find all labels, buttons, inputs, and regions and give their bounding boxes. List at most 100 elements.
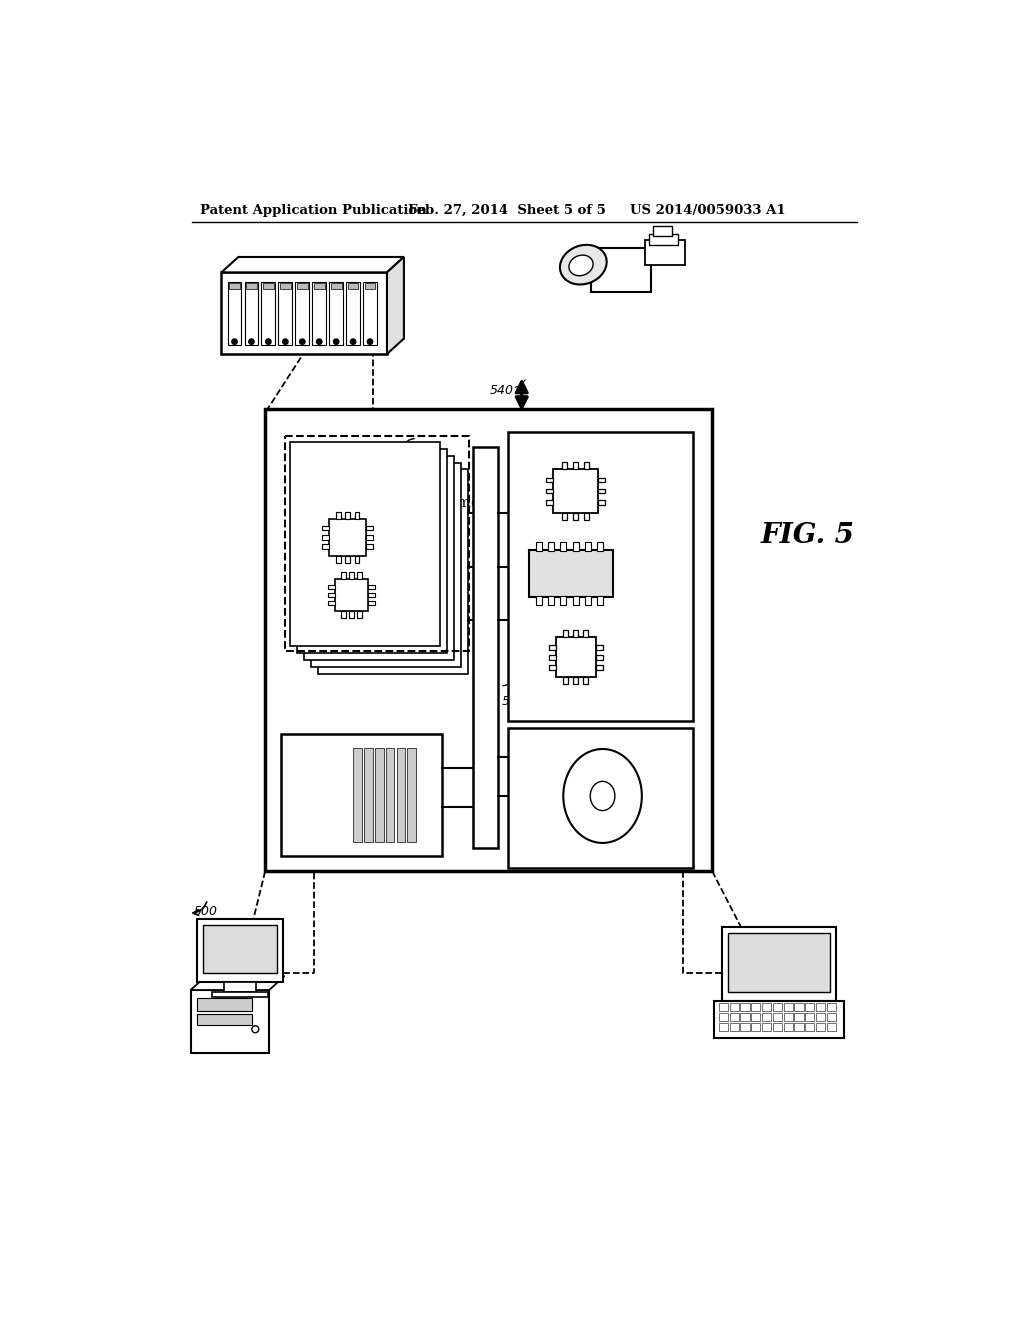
Bar (368, 601, 375, 606)
Text: 540: 540 (490, 384, 514, 397)
Bar (345, 512, 350, 519)
Bar (562, 513, 566, 520)
Bar (353, 748, 361, 842)
Bar (752, 1014, 761, 1020)
Bar (722, 927, 836, 1001)
Bar (762, 1014, 771, 1020)
Bar (317, 470, 468, 673)
Bar (203, 925, 276, 973)
Bar (329, 601, 336, 606)
Bar (752, 1003, 761, 1011)
Bar (728, 933, 829, 991)
Bar (297, 284, 307, 289)
Bar (783, 1023, 793, 1031)
Bar (719, 1014, 728, 1020)
Text: Storage Device: Storage Device (514, 738, 622, 751)
Ellipse shape (569, 255, 593, 276)
Bar (310, 462, 461, 667)
Bar (279, 281, 292, 345)
Bar (560, 595, 566, 605)
Bar (368, 593, 375, 597)
Bar (336, 578, 368, 611)
Bar (573, 462, 578, 469)
Bar (740, 1014, 750, 1020)
Text: 510: 510 (409, 834, 433, 847)
Bar (598, 488, 605, 494)
Ellipse shape (265, 339, 271, 345)
Bar (652, 226, 672, 236)
Polygon shape (190, 977, 285, 990)
Bar (329, 593, 336, 597)
Bar (572, 543, 579, 552)
Bar (596, 665, 602, 669)
Bar (330, 519, 367, 556)
Bar (597, 543, 603, 552)
Bar (560, 543, 566, 552)
Bar (285, 436, 469, 651)
Bar (549, 665, 556, 669)
Text: Feb. 27, 2014  Sheet 5 of 5: Feb. 27, 2014 Sheet 5 of 5 (408, 205, 605, 218)
Bar (367, 544, 373, 549)
Ellipse shape (231, 339, 238, 345)
Bar (331, 284, 342, 289)
Bar (762, 1023, 771, 1031)
Bar (762, 1003, 771, 1011)
Bar (349, 572, 354, 578)
Ellipse shape (252, 1026, 259, 1032)
Bar (816, 1014, 825, 1020)
Bar (573, 631, 578, 638)
Bar (365, 284, 376, 289)
Bar (357, 611, 361, 618)
Bar (783, 1003, 793, 1011)
Ellipse shape (350, 339, 355, 345)
Text: 530: 530 (659, 743, 683, 756)
Bar (805, 1023, 814, 1031)
Bar (323, 535, 330, 540)
Bar (585, 462, 589, 469)
Text: 500: 500 (194, 904, 218, 917)
Bar (553, 469, 598, 513)
Bar (221, 272, 387, 354)
Bar (730, 1023, 739, 1031)
Bar (508, 729, 692, 869)
Polygon shape (387, 257, 403, 354)
Bar (508, 432, 692, 721)
Bar (323, 544, 330, 549)
Bar (323, 525, 330, 531)
Bar (529, 549, 612, 597)
Bar (197, 919, 283, 982)
Polygon shape (221, 257, 403, 272)
Bar (223, 982, 256, 991)
Bar (596, 645, 602, 649)
Bar (826, 1003, 836, 1011)
Text: US 2014/0059033 A1: US 2014/0059033 A1 (630, 205, 785, 218)
Bar (549, 645, 556, 649)
Bar (536, 595, 542, 605)
Bar (563, 631, 568, 638)
Bar (396, 748, 406, 842)
Bar (597, 595, 603, 605)
Bar (246, 284, 257, 289)
Bar (816, 1003, 825, 1011)
Bar (295, 281, 309, 345)
Bar (304, 455, 454, 660)
Bar (197, 1014, 252, 1024)
Bar (368, 585, 375, 589)
Bar (547, 488, 553, 494)
Bar (783, 1014, 793, 1020)
Bar (548, 595, 554, 605)
Bar (346, 281, 360, 345)
Bar (365, 748, 373, 842)
Bar (740, 1023, 750, 1031)
Bar (336, 556, 341, 562)
Text: Memory: Memory (432, 496, 497, 511)
Ellipse shape (300, 339, 305, 345)
Bar (263, 284, 273, 289)
Bar (330, 281, 343, 345)
Bar (556, 638, 596, 677)
Bar (212, 991, 267, 997)
Bar (265, 409, 712, 871)
Bar (730, 1014, 739, 1020)
Bar (645, 240, 685, 264)
Bar (348, 284, 358, 289)
